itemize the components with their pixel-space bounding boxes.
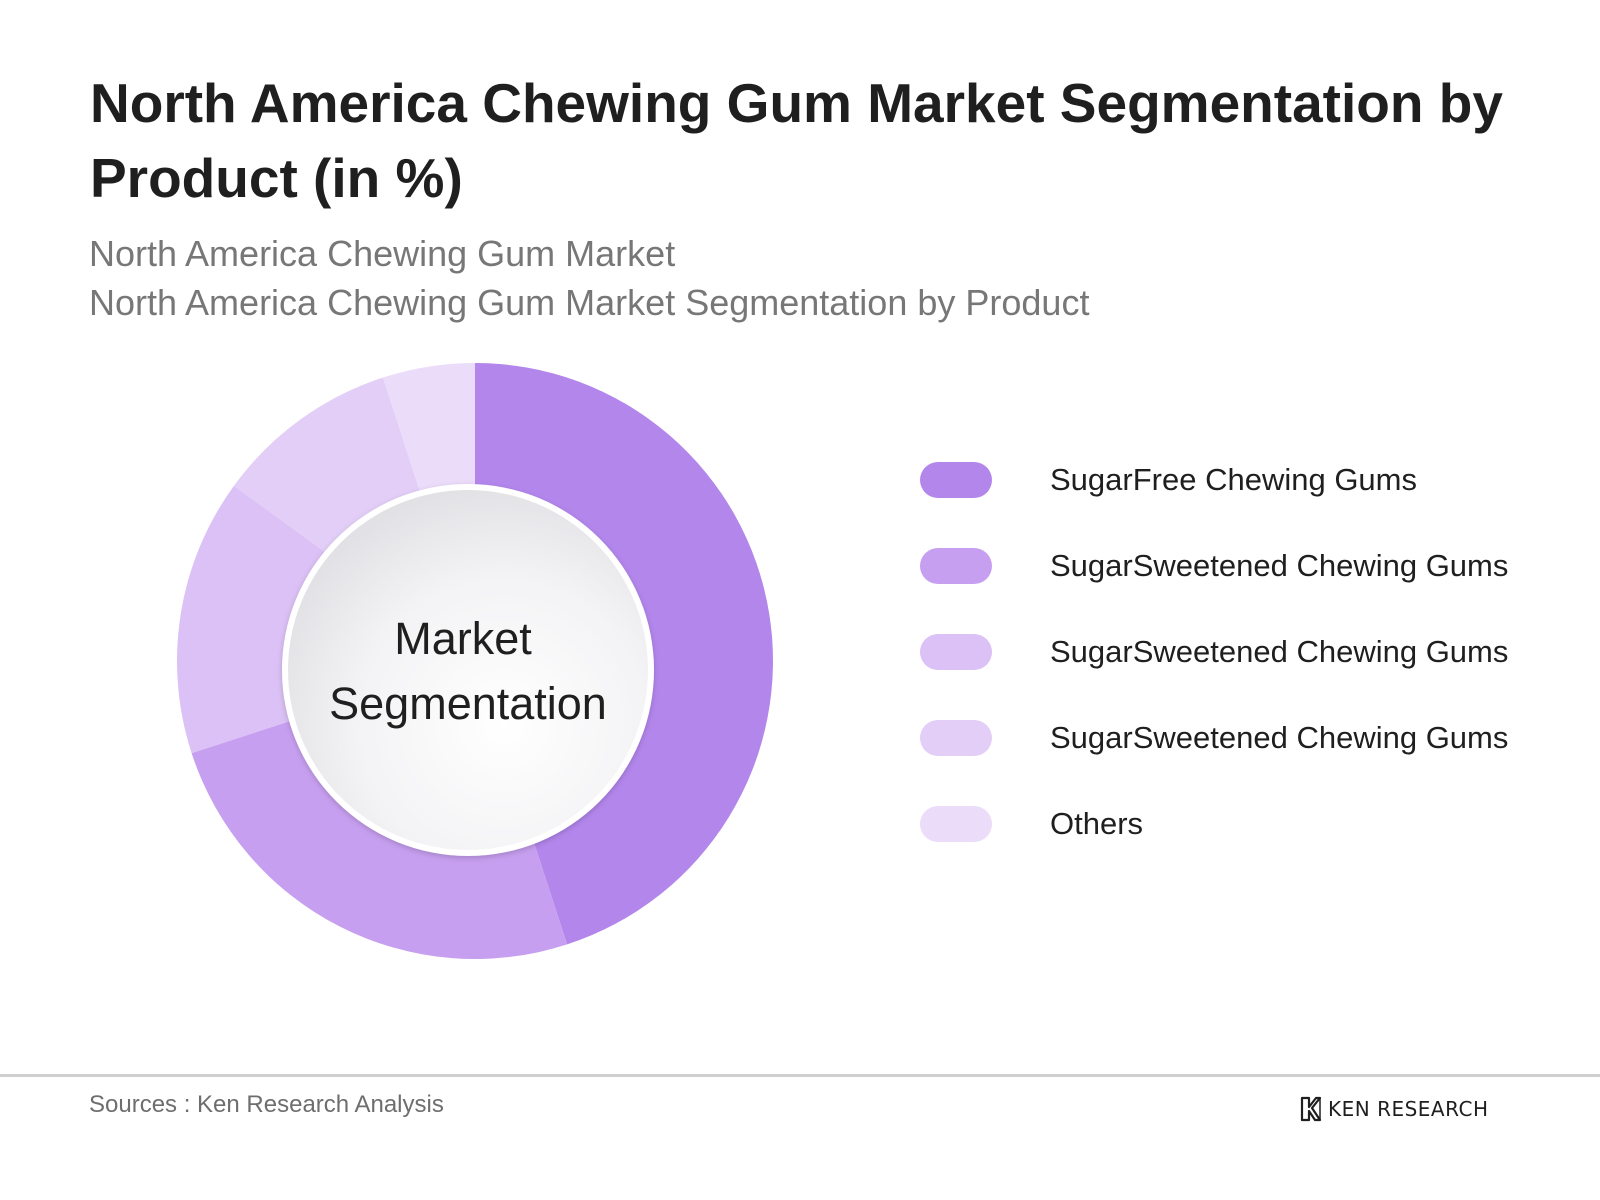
legend-swatch (920, 634, 992, 670)
legend-item: SugarSweetened Chewing Gums (920, 718, 1560, 758)
legend-label: SugarSweetened Chewing Gums (1050, 634, 1509, 669)
legend-label: Others (1050, 806, 1144, 841)
legend-swatch (920, 720, 992, 756)
ken-research-logo-text: KEN RESEARCH (1328, 1097, 1489, 1121)
center-label-line2: Segmentation (329, 678, 607, 729)
legend-swatch (920, 462, 992, 498)
source-note: Sources : Ken Research Analysis (89, 1091, 444, 1118)
legend-swatch (920, 806, 992, 842)
legend-item: SugarSweetened Chewing Gums (920, 546, 1560, 586)
legend-item: Others (920, 804, 1560, 844)
donut-center-inner (288, 490, 648, 850)
legend-item: SugarSweetened Chewing Gums (920, 632, 1560, 672)
chart-subtitle-segmentation: North America Chewing Gum Market Segment… (89, 282, 1090, 323)
legend-label: SugarSweetened Chewing Gums (1050, 548, 1509, 583)
footer-divider (0, 1074, 1600, 1077)
ken-research-logo-icon (1300, 1096, 1322, 1122)
ken-research-logo: KEN RESEARCH (1300, 1094, 1489, 1124)
legend-item: SugarFree Chewing Gums (920, 460, 1560, 500)
chart-subtitle-market: North America Chewing Gum Market (89, 233, 676, 274)
legend-swatch (920, 548, 992, 584)
center-label-line1: Market (394, 613, 532, 664)
legend-label: SugarFree Chewing Gums (1050, 462, 1417, 497)
chart-title: North America Chewing Gum Market Segment… (90, 72, 1503, 209)
legend-label: SugarSweetened Chewing Gums (1050, 720, 1509, 755)
